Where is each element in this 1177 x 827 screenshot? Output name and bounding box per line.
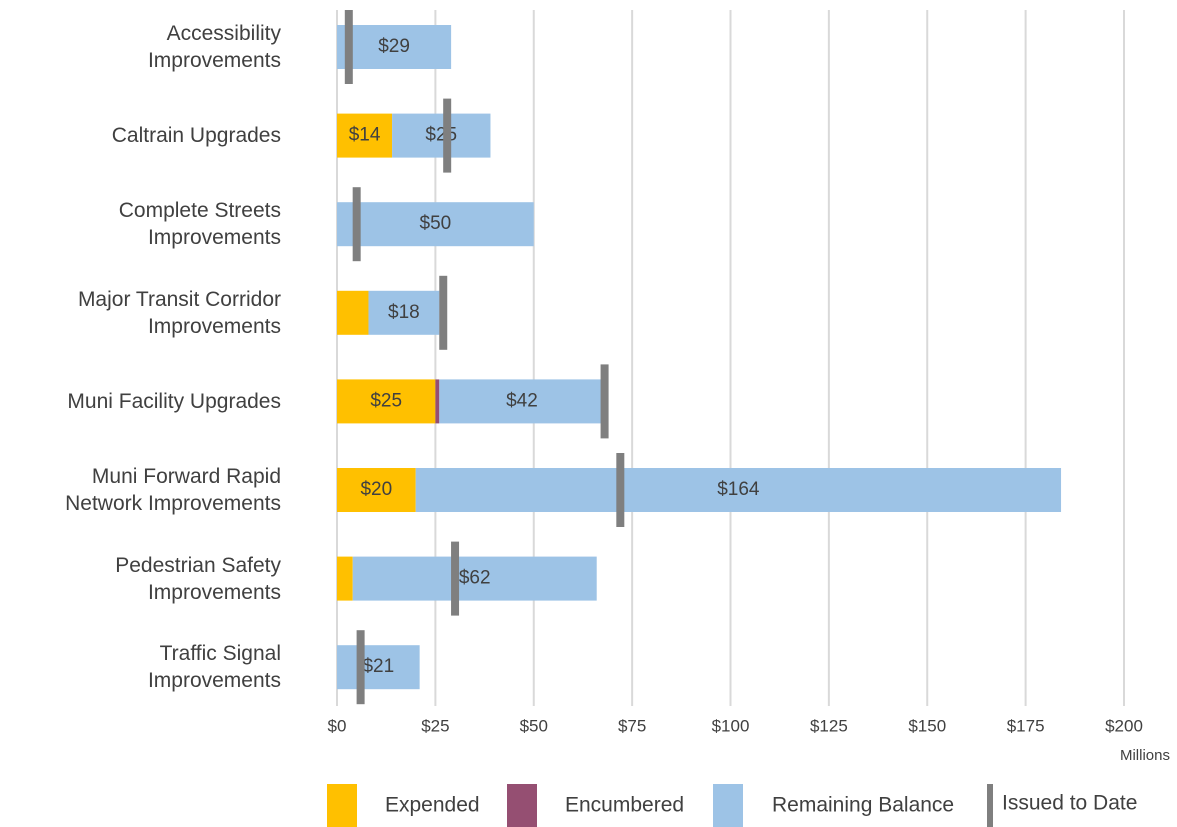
value-label: $62 [459,568,491,589]
value-label: $25 [370,390,402,411]
bar-segment [337,645,420,690]
x-tick-label: $125 [810,716,848,735]
value-label: $50 [420,213,452,234]
value-labels: $29 $14 $25 $50 $18 $25 $42 $20 $164 $62 $21 [349,36,760,677]
bars [337,25,1062,690]
category-label: Caltrain Upgrades [111,124,281,148]
bar-segment [337,468,416,512]
x-tick-label: $100 [712,716,750,735]
legend-swatch [713,784,743,827]
legend-swatch [507,784,537,827]
category-label: Muni Forward Rapid Network Improvements [65,465,281,515]
x-tick-label: $0 [328,716,347,735]
issued-marker [356,630,365,705]
bar-segment [435,379,440,424]
legend-label: Encumbered [565,794,684,817]
category-label: Complete Streets Improvements [118,199,281,250]
legend-label: Issued to Date [1002,792,1137,815]
bar-segment [337,556,353,601]
value-label: $42 [506,390,538,411]
issued-marker [443,98,452,173]
x-tick-label: $150 [908,716,946,735]
category-label: Major Transit Corridor Improvements [77,287,281,338]
x-tick-label: $75 [618,716,646,735]
bar-segment [337,379,436,424]
bar-segment [415,468,1062,512]
value-label: $25 [425,125,457,146]
issued-marker [352,187,361,262]
issued-marker [451,541,460,616]
x-tick-label: $50 [520,716,548,735]
x-tick-label: $175 [1007,716,1045,735]
x-tick-label: $200 [1105,716,1143,735]
category-label: Muni Facility Upgrades [67,389,281,413]
bar-segment [337,113,393,158]
value-label: $29 [378,36,410,57]
bar-segment [439,379,605,424]
value-label: $18 [388,302,420,323]
bar-segment [352,556,597,601]
category-label: Pedestrian Safety Improvements [115,553,281,604]
bar-segment [337,202,534,247]
legend-swatch [327,784,357,827]
category-label: Accessibility Improvements [147,22,281,72]
value-label: $21 [362,656,394,677]
category-label: Traffic Signal Improvements [147,642,281,693]
bar-segment [337,290,369,335]
bar-segment [392,113,491,158]
legend-label: Expended [385,794,480,817]
bar-segment [337,25,452,69]
value-label: $20 [360,479,392,500]
issued-marker [600,364,609,439]
issued-marker [616,453,625,527]
x-unit-label: Millions [1120,747,1170,764]
legend-label: Remaining Balance [772,794,954,817]
bar-segment [368,290,440,335]
x-tick-label: $25 [421,716,449,735]
issued-marker [344,10,353,84]
value-label: $164 [717,479,760,500]
legend-swatch [987,784,993,827]
value-label: $14 [349,125,381,146]
issued-marker [439,275,448,350]
markers [344,10,625,705]
